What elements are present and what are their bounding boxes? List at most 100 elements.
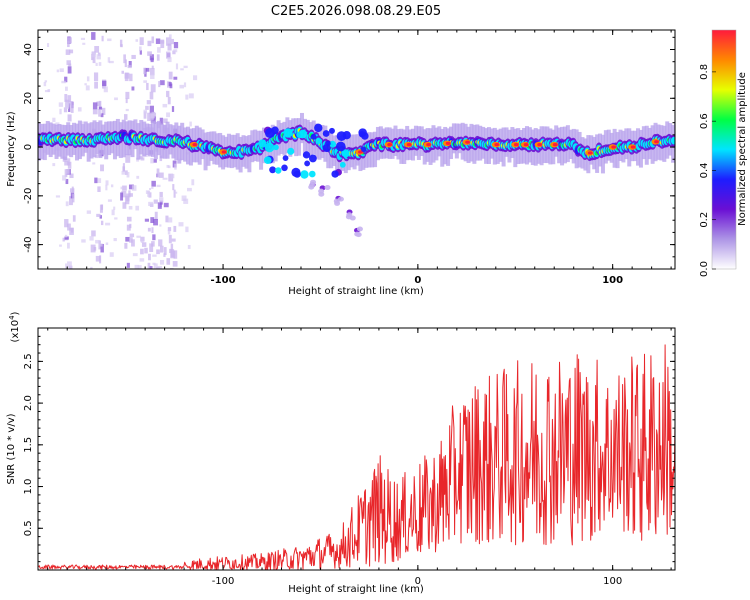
spectrogram-noise <box>111 209 115 216</box>
colorbar-ticks: 0.0 0.2 0.4 0.6 0.8 <box>699 64 716 277</box>
spectrogram-noise-streak <box>160 40 165 44</box>
snr-ticks: -100 0 100 0.5 1.0 1.5 2.0 2.5 <box>23 328 675 587</box>
spectrogram-noise-streak <box>94 81 98 89</box>
spectrogram-blob <box>273 144 279 151</box>
spectrogram-blob <box>325 140 331 147</box>
spectrogram-noise-streak <box>67 40 70 48</box>
spectrogram-noise-streak <box>166 258 171 265</box>
spectrogram-noise-streak <box>72 215 76 222</box>
spectrogram-noise-streak <box>67 66 72 74</box>
spectrogram-panel: -100 0 100 -40 -20 0 20 40 Height of straight l… <box>6 29 676 297</box>
snr-plot-area <box>38 328 675 570</box>
spectrogram-noise <box>86 76 90 82</box>
spectrogram-noise <box>113 238 117 242</box>
spectrogram-noise <box>56 69 59 73</box>
spectrogram-noise <box>110 184 114 188</box>
spectrogram-blob <box>314 123 323 133</box>
spectrogram-noise <box>125 108 129 112</box>
spectrogram-hotspot-core <box>358 150 363 154</box>
spectrogram-noise <box>96 54 101 60</box>
colorbar-tick-label: 0.0 <box>699 261 710 277</box>
spectrogram-noise-streak <box>69 49 74 54</box>
spectrogram-noise-streak <box>99 255 102 264</box>
spectrogram-noise <box>105 242 109 245</box>
spectrogram-noise-streak <box>158 81 161 88</box>
spectrogram-ylabel: Frequency (Hz) <box>6 111 17 187</box>
snr-multiplier: (x104) <box>8 311 21 342</box>
spectrogram-noise <box>162 177 168 180</box>
snr-multiplier-exp: 4 <box>8 315 16 320</box>
spectrogram-noise-streak <box>156 54 160 61</box>
spectrogram-hotspot-core <box>552 143 558 147</box>
spectrogram-noise-streak <box>67 95 72 103</box>
spectrogram-noise-streak <box>149 105 154 115</box>
snr-ytick-label: 2.0 <box>23 395 34 411</box>
spectrogram-noise <box>128 205 133 210</box>
spectrogram-noise-streak <box>121 190 127 198</box>
spectrogram-noise <box>108 60 114 64</box>
spectrogram-noise <box>143 109 147 114</box>
spectrogram-noise-streak <box>158 239 163 247</box>
spectrogram-noise <box>139 258 145 262</box>
spectrogram-noise-streak <box>122 185 127 191</box>
snr-frame <box>37 327 676 571</box>
spectrogram-noise <box>149 187 152 191</box>
spectrogram-noise-streak <box>70 227 74 233</box>
spectrogram-noise-streak <box>92 102 98 110</box>
spectrogram-noise <box>188 93 194 99</box>
spectrogram-noise-streak <box>97 52 101 56</box>
spectrogram-noise <box>99 243 103 247</box>
spectrogram-noise-streak <box>143 111 147 119</box>
spectrogram-noise-streak <box>147 262 151 269</box>
spectrogram-noise-streak <box>129 233 135 238</box>
chart-title: C2E5.2026.098.08.29.E05 <box>271 4 441 19</box>
snr-xlabel: Height of straight line (km) <box>288 584 424 595</box>
spectrogram-noise <box>170 173 175 179</box>
snr-xtick-label: 100 <box>603 576 622 587</box>
spectrogram-xtick-label: 0 <box>414 275 421 286</box>
spectrogram-noise <box>167 217 173 223</box>
spectrogram-noise <box>185 226 189 233</box>
spectrogram-noise-streak <box>69 173 74 179</box>
spectrogram-noise <box>191 179 195 186</box>
spectrogram-noise <box>98 62 102 66</box>
spectrogram-noise-streak <box>162 118 168 124</box>
spectrogram-noise <box>80 37 86 40</box>
spectrogram-noise <box>105 222 111 226</box>
spectrogram-noise-streak <box>93 72 99 82</box>
spectrogram-noise-streak <box>68 63 72 67</box>
spectrogram-noise-streak <box>72 194 75 203</box>
spectrogram-noise-streak <box>94 46 100 53</box>
spectrogram-noise-streak <box>102 80 107 86</box>
spectrogram-blob <box>281 164 288 172</box>
spectrogram-ytick-label: 20 <box>23 92 34 105</box>
spectrogram-noise-streak <box>159 80 165 86</box>
spectrogram-noise-streak <box>155 38 161 44</box>
spectrogram-blob <box>316 138 323 145</box>
spectrogram-noise <box>103 86 108 93</box>
spectrogram-noise <box>175 63 179 70</box>
spectrogram-noise <box>167 230 171 235</box>
spectrogram-blob <box>308 170 316 178</box>
spectrogram-noise <box>107 199 112 202</box>
spectrogram-hotspot-core <box>611 145 617 149</box>
spectrogram-noise-streak <box>167 96 171 105</box>
spectrogram-noise-streak <box>67 223 71 231</box>
spectrogram-noise-streak <box>131 86 135 91</box>
spectrogram-noise-streak <box>131 54 136 59</box>
spectrogram-blob <box>336 131 347 141</box>
spectrogram-noise <box>44 80 48 83</box>
spectrogram-noise <box>81 239 86 243</box>
spectrogram-blob <box>296 131 303 139</box>
spectrogram-noise-streak <box>101 107 106 115</box>
spectrogram-noise-streak <box>128 61 132 67</box>
spectrogram-noise-streak <box>64 236 69 240</box>
spectrogram-noise-streak <box>101 35 104 42</box>
spectrogram-noise-streak <box>170 243 174 251</box>
spectrogram-noise <box>187 187 192 192</box>
spectrogram-noise-streak <box>172 261 178 267</box>
spectrogram-blob <box>309 154 317 163</box>
spectrogram-noise <box>65 86 68 91</box>
spectrogram-noise <box>178 222 184 227</box>
spectrogram-noise-streak <box>159 117 164 125</box>
